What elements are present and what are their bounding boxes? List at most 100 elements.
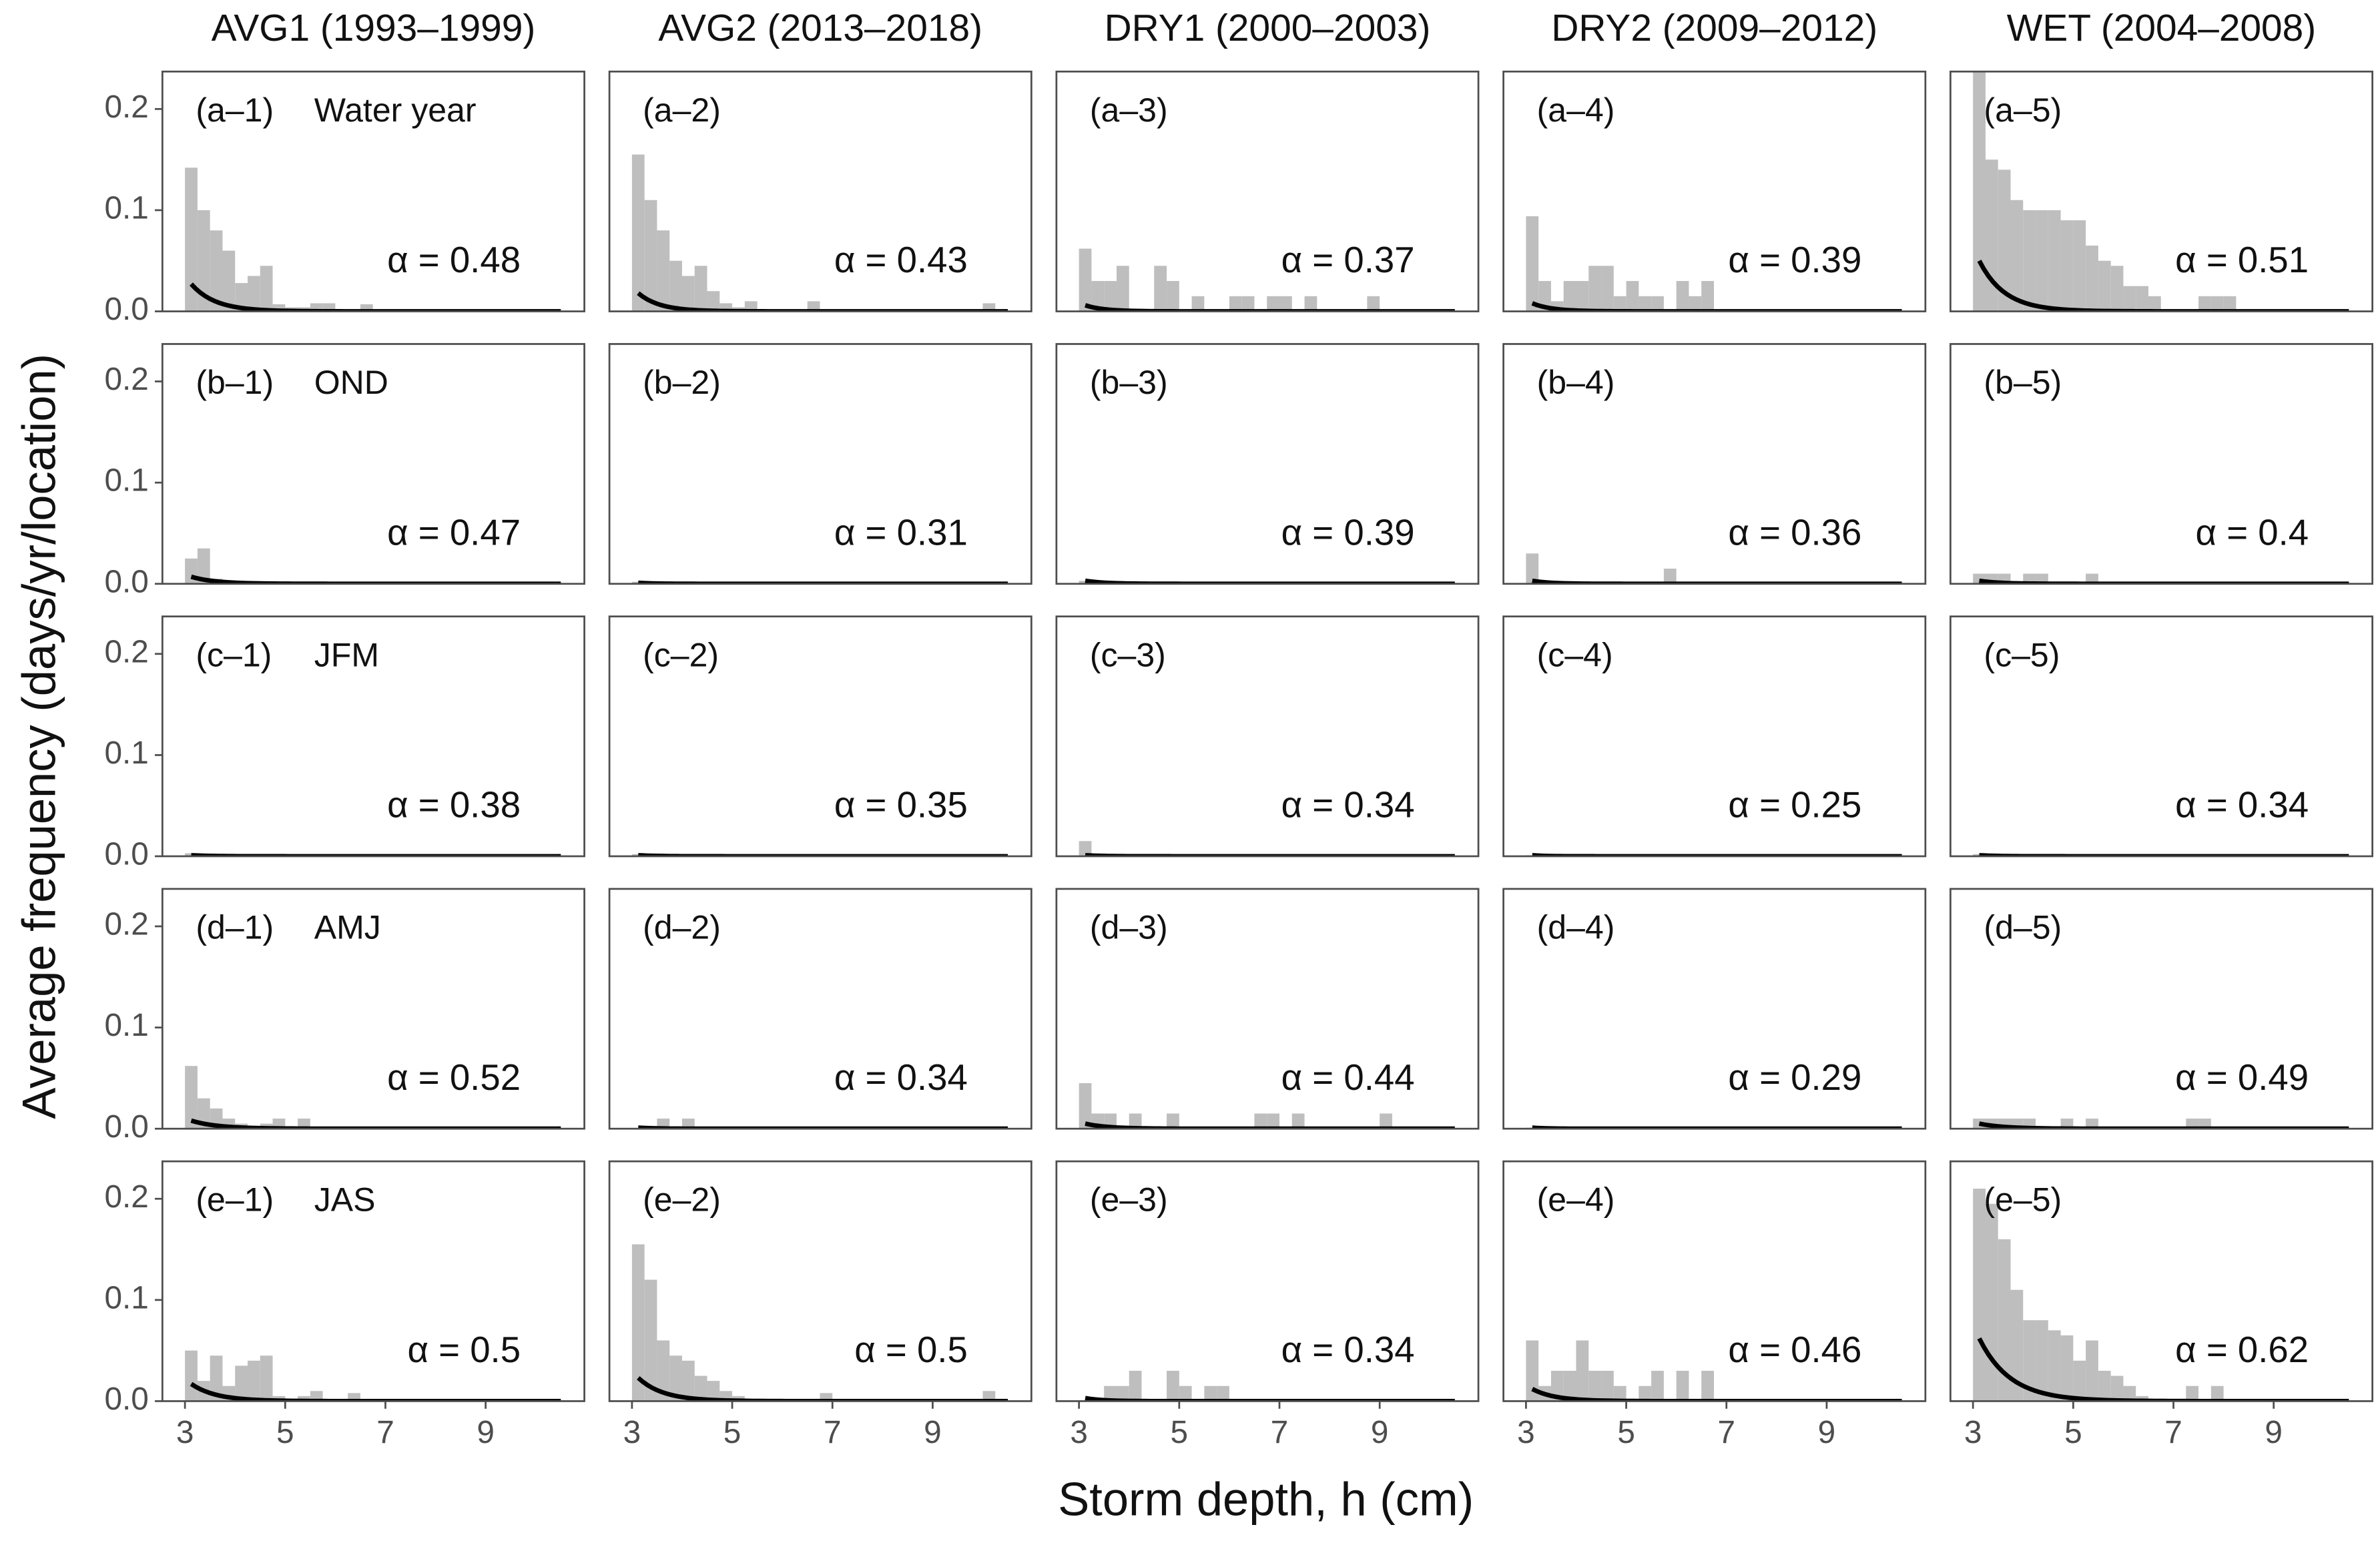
- histogram-bar: [1973, 71, 1986, 312]
- alpha-label: α = 0.29: [1728, 1057, 1861, 1098]
- row-title: AMJ: [314, 909, 381, 946]
- histogram-bar: [1104, 281, 1117, 312]
- histogram-bar: [2136, 286, 2148, 312]
- histogram-bar: [1304, 296, 1317, 312]
- alpha-label: α = 0.31: [834, 512, 968, 553]
- histogram-bar: [2210, 296, 2224, 312]
- column-title: AVG1 (1993–1999): [212, 7, 536, 49]
- histogram-bar: [1563, 281, 1576, 312]
- histogram-bar: [2010, 200, 2024, 312]
- alpha-label: α = 0.38: [387, 785, 521, 826]
- histogram-bar: [2048, 1330, 2061, 1402]
- histogram-bar: [185, 168, 198, 312]
- histogram-bar: [2186, 1385, 2199, 1402]
- histogram-bar: [1204, 1385, 1217, 1402]
- panel-border: [1502, 615, 1927, 858]
- alpha-label: α = 0.48: [387, 240, 521, 280]
- histogram-bar: [1550, 1370, 1564, 1402]
- histogram-bar: [1651, 296, 1664, 312]
- panel: [1085, 1370, 1455, 1402]
- panel-border: [608, 343, 1032, 585]
- histogram-bar: [1663, 569, 1677, 584]
- panel-label: (d–2): [643, 909, 721, 946]
- alpha-label: α = 0.34: [834, 1057, 968, 1098]
- histogram-bar: [2086, 1119, 2098, 1129]
- y-tick-label: 0.0: [104, 837, 148, 872]
- histogram-bar: [298, 1396, 310, 1402]
- histogram-bar: [1241, 296, 1255, 312]
- y-tick-label: 0.0: [104, 1109, 148, 1145]
- histogram-bar: [360, 304, 373, 312]
- panel-border: [1055, 70, 1480, 312]
- histogram-bar: [1279, 296, 1292, 312]
- panel-label: (d–4): [1537, 909, 1615, 946]
- alpha-label: α = 0.34: [1281, 785, 1415, 826]
- panel-border: [1950, 343, 2373, 585]
- histogram-bar: [681, 1119, 695, 1129]
- histogram-bar: [1588, 1370, 1602, 1402]
- panel-label: (a–1): [196, 91, 274, 129]
- panel-border: [161, 343, 585, 585]
- y-tick-label: 0.2: [104, 907, 148, 942]
- alpha-label: α = 0.5: [407, 1329, 521, 1370]
- x-tick-label: 3: [623, 1415, 641, 1450]
- x-tick-label: 9: [1818, 1415, 1836, 1450]
- panel-border: [1055, 615, 1480, 858]
- alpha-label: α = 0.36: [1728, 512, 1861, 553]
- alpha-label: α = 0.44: [1281, 1057, 1415, 1098]
- y-tick-label: 0.0: [104, 292, 148, 327]
- histogram-bar: [1985, 160, 1998, 312]
- histogram-bar: [1526, 1340, 1539, 1402]
- histogram-bar: [2098, 260, 2111, 312]
- alpha-label: α = 0.47: [387, 512, 521, 553]
- panel-label: (a–4): [1537, 91, 1615, 129]
- histogram-bar: [1576, 1340, 1589, 1402]
- panel-label: (b–5): [1984, 364, 2062, 401]
- column-title: DRY1 (2000–2003): [1105, 7, 1431, 49]
- column-title: AVG2 (2013–2018): [658, 7, 982, 49]
- histogram-bar: [2098, 1370, 2111, 1402]
- histogram-bar: [1079, 1083, 1092, 1129]
- histogram-bar: [1601, 1370, 1614, 1402]
- histogram-bar: [1091, 281, 1105, 312]
- histogram-bar: [2198, 296, 2211, 312]
- histogram-bar: [2123, 1385, 2136, 1402]
- y-tick-label: 0.1: [104, 463, 148, 499]
- panel-label: (e–3): [1090, 1181, 1168, 1219]
- histogram-bar: [272, 304, 286, 312]
- histogram-bar: [1167, 1370, 1179, 1402]
- histogram-bar: [1639, 296, 1652, 312]
- histogram-bar: [1701, 281, 1714, 312]
- y-tick-label: 0.2: [104, 89, 148, 125]
- panel: [631, 1244, 1008, 1402]
- alpha-label: α = 0.49: [2175, 1057, 2309, 1098]
- histogram-bar: [1526, 216, 1539, 312]
- histogram-bar: [260, 1355, 273, 1402]
- panel-border: [1502, 888, 1927, 1130]
- alpha-label: α = 0.34: [1281, 1329, 1415, 1370]
- histogram-bar: [1291, 1113, 1305, 1129]
- histogram-bar: [2148, 296, 2161, 312]
- histogram-bar: [694, 1375, 707, 1402]
- histogram-bar: [260, 266, 273, 312]
- histogram-bar: [1613, 1385, 1626, 1402]
- panel-label: (a–5): [1984, 91, 2062, 129]
- alpha-label: α = 0.46: [1728, 1329, 1861, 1370]
- x-tick-label: 9: [1371, 1415, 1389, 1450]
- histogram-bar: [681, 276, 695, 312]
- alpha-label: α = 0.37: [1281, 240, 1415, 280]
- histogram-bar: [1079, 248, 1092, 312]
- alpha-label: α = 0.51: [2175, 240, 2309, 280]
- histogram-bar: [2123, 286, 2136, 312]
- histogram-bar: [247, 276, 260, 312]
- panel: [1973, 1119, 2349, 1129]
- panel-border: [161, 70, 585, 312]
- histogram-bar: [2060, 220, 2074, 312]
- alpha-label: α = 0.35: [834, 785, 968, 826]
- histogram-bar: [197, 548, 210, 584]
- histogram-bar: [1689, 296, 1702, 312]
- histogram-bar: [1116, 266, 1129, 312]
- histogram-bar: [2073, 1360, 2086, 1402]
